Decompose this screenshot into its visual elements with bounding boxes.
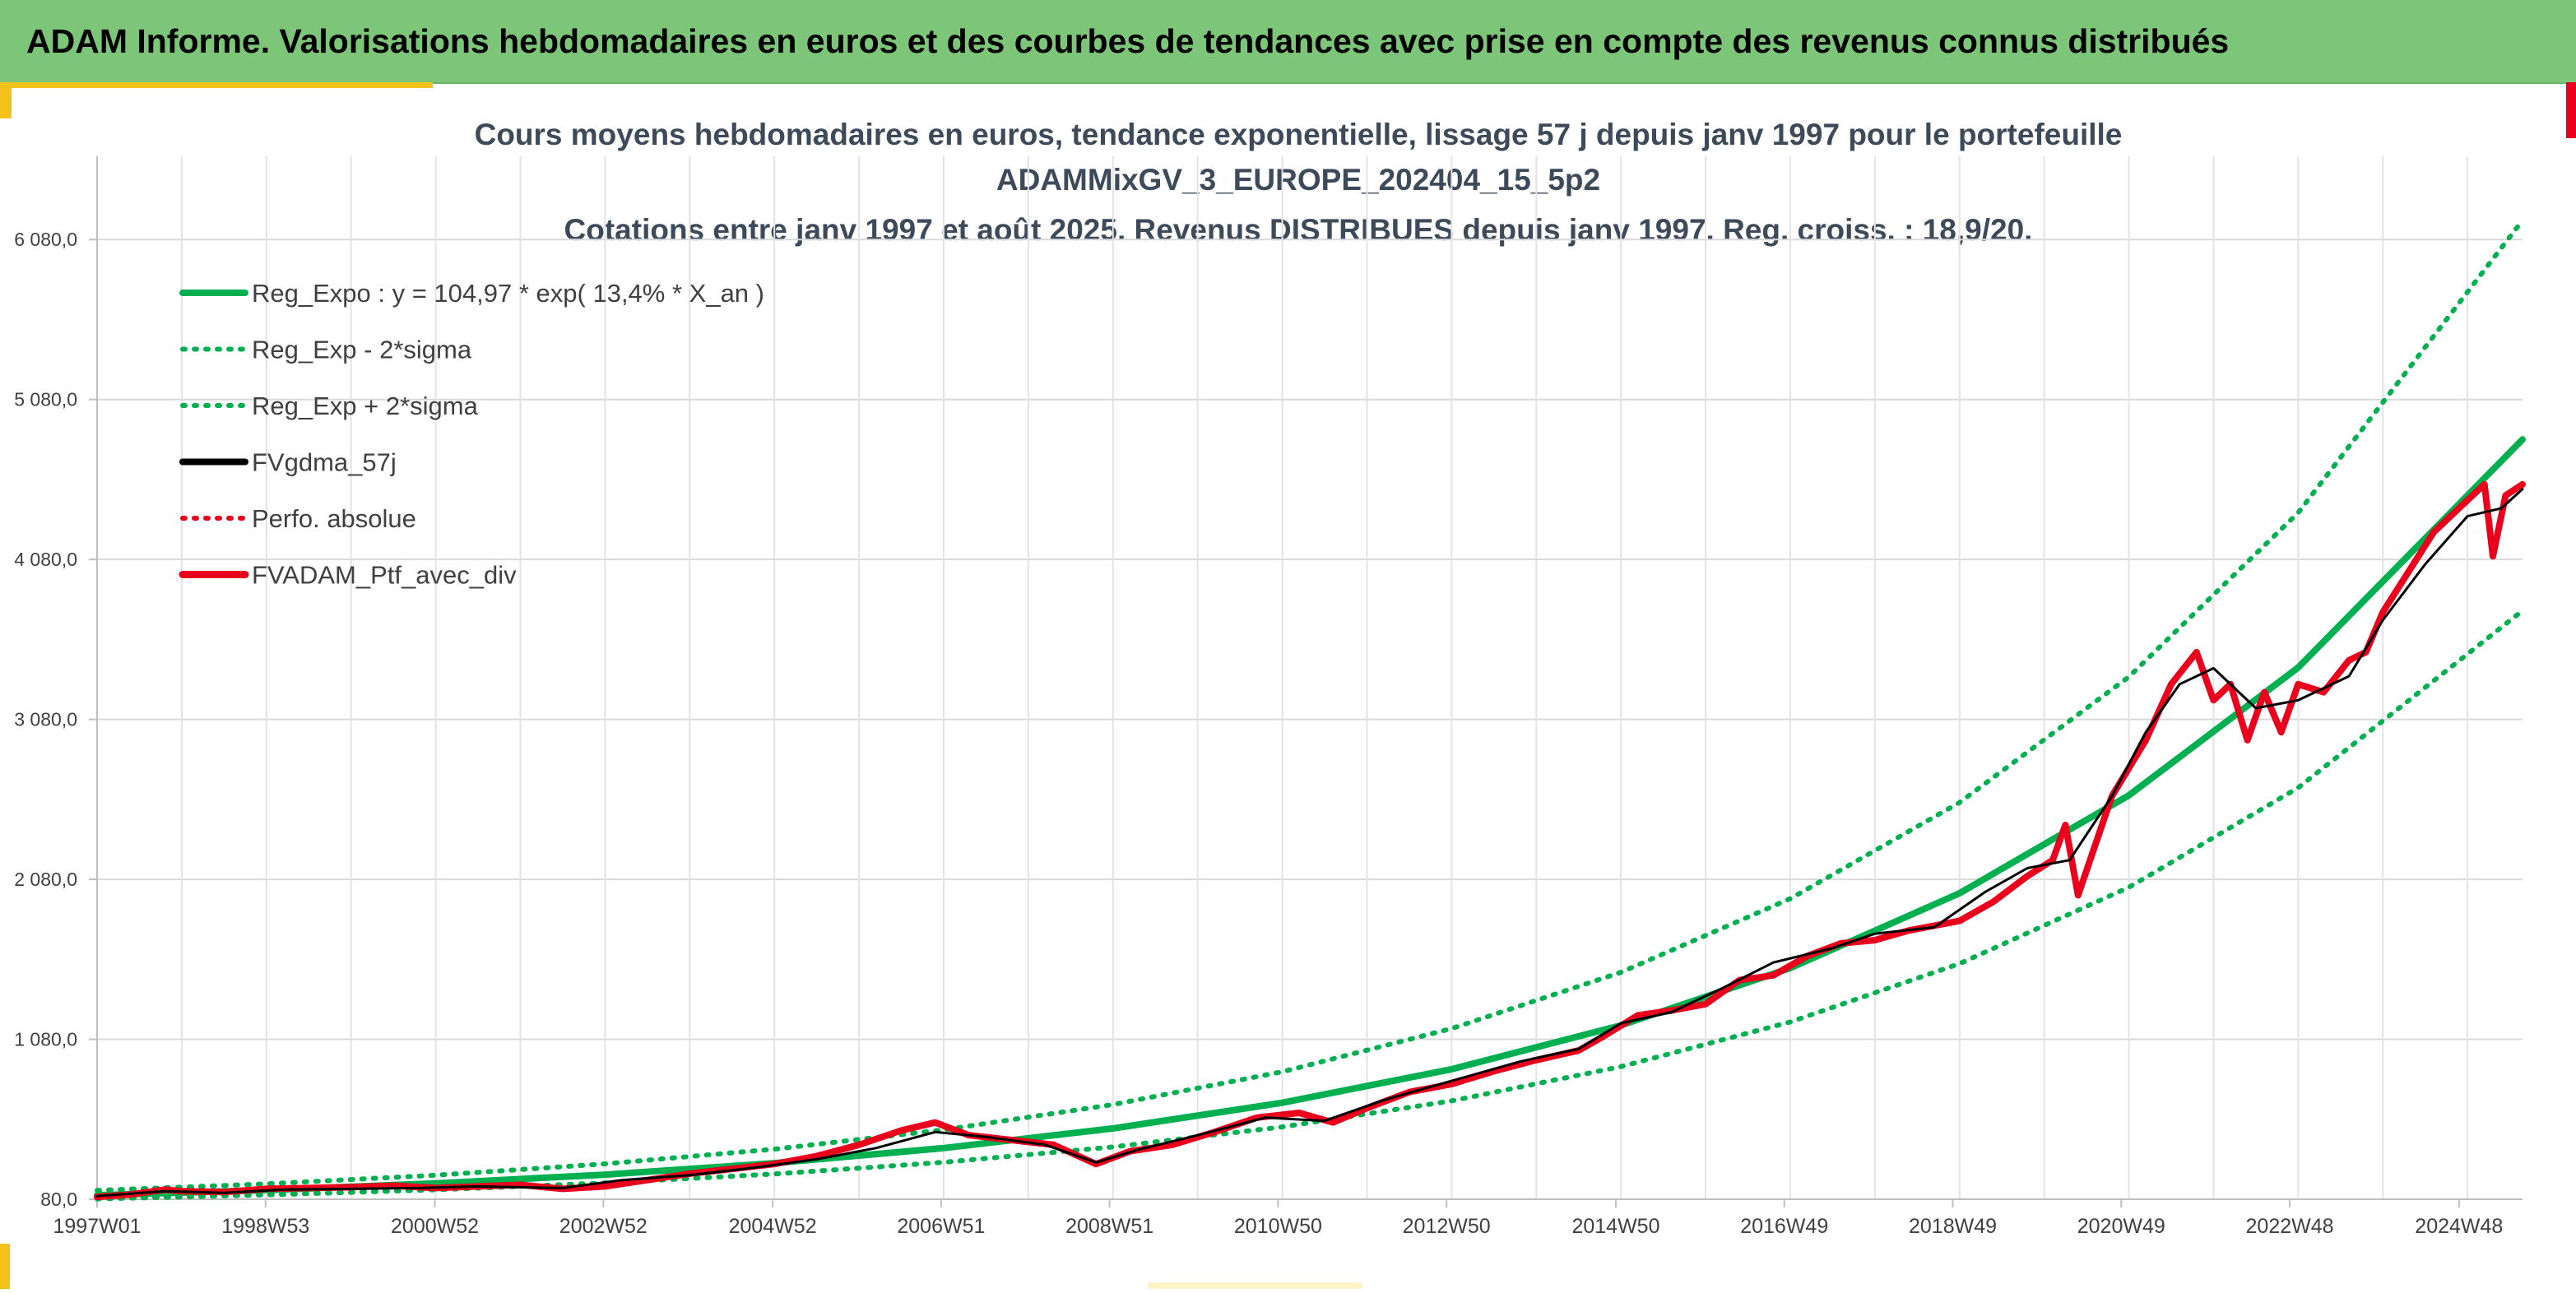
x-tick-label: 2012W50 [1403,1215,1491,1238]
chart-title-line-1: Cours moyens hebdomadaires en euros, ten… [475,118,2123,151]
y-tick-label: 6 080,0 [14,229,77,250]
y-tick-label: 2 080,0 [14,869,77,890]
series-layer [94,217,2526,1202]
x-tick-label: 2014W50 [1571,1215,1659,1238]
series-trend-line [94,436,2526,1199]
axes: 80,0 1 080,0 2 080,0 3 080,0 4 080,0 5 080,0 6… [14,156,2523,1238]
y-tick-label: 5 080,0 [14,389,77,410]
x-tick-label: 2022W48 [2246,1215,2334,1238]
chart-title-line-2: ADAMMixGV_3_EUROPE_202404_15_5p2 [996,163,1600,197]
legend-label: FVgdma_57j [252,448,397,477]
decor-yellow-bar-bottom [1148,1282,1362,1289]
series-smoothed-line [95,488,2524,1198]
series-upper-band [95,217,2525,1193]
banner: ADAM Informe. Valorisations hebdomadaire… [0,0,2576,84]
x-tick-label: 2024W48 [2415,1215,2503,1238]
x-tick-label: 2016W49 [1740,1215,1828,1238]
y-tick-label: 3 080,0 [14,709,77,730]
x-tick-label: 2020W49 [2077,1215,2165,1238]
series-portfolio-line [94,480,2526,1201]
x-tick-label: 2000W52 [391,1215,479,1238]
series-lower-band [95,608,2525,1202]
x-tick-label: 2002W52 [559,1215,647,1238]
x-tick-label: 2006W51 [897,1215,985,1238]
legend: Reg_Expo : y = 104,97 * exp( 13,4% * X_a… [179,279,764,590]
legend-label: Reg_Exp - 2*sigma [252,336,472,364]
chart-title-line-3: Cotations entre janv 1997 et août 2025. … [564,213,2033,247]
legend-label: FVADAM_Ptf_avec_div [252,561,517,590]
x-tick-label: 1997W01 [53,1215,141,1238]
x-tick-label: 1998W53 [221,1215,309,1238]
x-tick-label: 2008W51 [1065,1215,1153,1238]
decor-red-corner [2566,82,2576,138]
chart-title: Cours moyens hebdomadaires en euros, ten… [475,118,2123,247]
y-tick-label: 80,0 [40,1189,77,1210]
legend-label: Reg_Expo : y = 104,97 * exp( 13,4% * X_a… [252,279,764,308]
x-tick-label: 2004W52 [729,1215,817,1238]
decor-yellow-bar [12,82,433,88]
legend-label: Reg_Exp + 2*sigma [252,392,479,420]
decor-yellow-corner-bottom [0,1244,10,1289]
x-tick-label: 2018W49 [1909,1215,1997,1238]
x-tick-label: 2010W50 [1234,1215,1322,1238]
decor-yellow-corner [0,82,12,118]
y-tick-label: 1 080,0 [14,1029,77,1050]
banner-title: ADAM Informe. Valorisations hebdomadaire… [26,21,2230,60]
legend-label: Perfo. absolue [252,504,416,533]
y-tick-label: 4 080,0 [14,549,77,570]
grid [97,156,2523,1200]
